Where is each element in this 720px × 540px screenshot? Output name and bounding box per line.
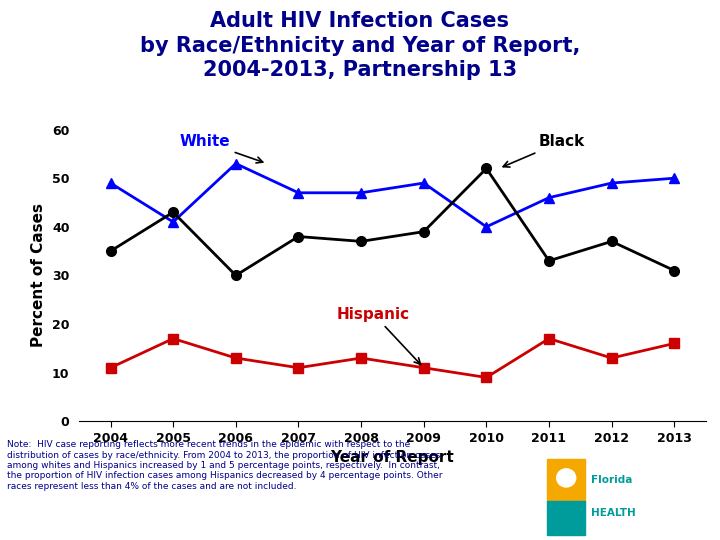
Text: Note:  HIV case reporting reflects more recent trends in the epidemic with respe: Note: HIV case reporting reflects more r… [7,440,443,491]
Text: Adult HIV Infection Cases
by Race/Ethnicity and Year of Report,
2004-2013, Partn: Adult HIV Infection Cases by Race/Ethnic… [140,11,580,80]
Bar [547,501,585,535]
Text: Hispanic: Hispanic [337,307,420,364]
Text: White: White [179,134,263,163]
Bar [547,459,585,501]
Text: HEALTH: HEALTH [590,509,636,518]
Text: Black: Black [503,134,585,167]
Circle shape [557,469,576,487]
Text: Florida: Florida [590,475,632,485]
X-axis label: Year of Report: Year of Report [330,450,454,465]
Y-axis label: Percent of Cases: Percent of Cases [32,204,46,347]
